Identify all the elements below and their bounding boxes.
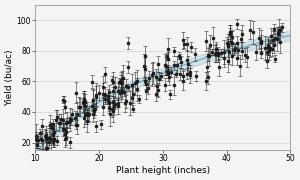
X-axis label: Plant height (inches): Plant height (inches) [116, 166, 210, 175]
Y-axis label: Yield (bu/ac): Yield (bu/ac) [5, 49, 14, 106]
